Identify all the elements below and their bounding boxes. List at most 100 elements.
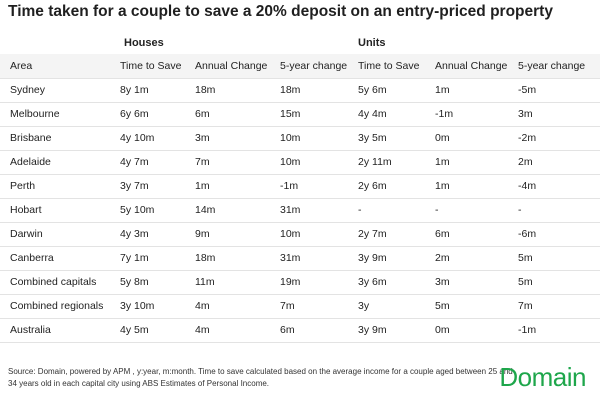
- source-note: Source: Domain, powered by APM , y:year,…: [8, 367, 513, 388]
- cell: 14m: [195, 204, 216, 216]
- cell: -: [358, 204, 362, 216]
- cell: 4m: [195, 324, 210, 336]
- cell: Melbourne: [10, 108, 60, 120]
- cell: Brisbane: [10, 132, 52, 144]
- table-row: Melbourne 6y 6m 6m 15m 4y 4m -1m 3m: [0, 102, 600, 127]
- cell: 5-year change: [518, 60, 586, 72]
- cell: 6m: [195, 108, 210, 120]
- cell: 6y 6m: [120, 108, 149, 120]
- cell: 2m: [518, 156, 533, 168]
- cell: 3m: [195, 132, 210, 144]
- cell: 3y 7m: [120, 180, 149, 192]
- cell: Canberra: [10, 252, 54, 264]
- cell: 0m: [435, 324, 450, 336]
- title: Time taken for a couple to save a 20% de…: [8, 3, 553, 20]
- cell: 18m: [195, 252, 216, 264]
- group-header: Houses: [124, 37, 164, 49]
- cell: 1m: [435, 84, 450, 96]
- cell: 1m: [435, 180, 450, 192]
- cell: Hobart: [10, 204, 42, 216]
- cell: 10m: [280, 132, 301, 144]
- cell: 6m: [435, 228, 450, 240]
- cell: 10m: [280, 228, 301, 240]
- cell: 2y 11m: [358, 156, 392, 168]
- cell: 0m: [435, 132, 450, 144]
- cell: Adelaide: [10, 156, 51, 168]
- cell: 5-year change: [280, 60, 348, 72]
- cell: Annual Change: [435, 60, 508, 72]
- cell: 4m: [195, 300, 210, 312]
- cell: 31m: [280, 252, 301, 264]
- table-row: Brisbane 4y 10m 3m 10m 3y 5m 0m -2m: [0, 126, 600, 151]
- cell: 5y 10m: [120, 204, 155, 216]
- table-row: Sydney 8y 1m 18m 18m 5y 6m 1m -5m: [0, 78, 600, 103]
- cell: 4y 3m: [120, 228, 149, 240]
- cell: 5y 8m: [120, 276, 149, 288]
- cell: 3y 5m: [358, 132, 387, 144]
- header-row: Area Time to Save Annual Change 5-year chan…: [0, 54, 600, 79]
- table-row: Adelaide 4y 7m 7m 10m 2y 11m 1m 2m: [0, 150, 600, 175]
- cell: 4y 7m: [120, 156, 149, 168]
- table-row: Hobart 5y 10m 14m 31m - - -: [0, 198, 600, 223]
- cell: 9m: [195, 228, 210, 240]
- cell: -1m: [518, 324, 537, 336]
- cell: -5m: [518, 84, 537, 96]
- cell: Australia: [10, 324, 51, 336]
- cell: 15m: [280, 108, 301, 120]
- cell: 4y 4m: [358, 108, 387, 120]
- cell: 2m: [435, 252, 450, 264]
- cell: 4y 10m: [120, 132, 155, 144]
- cell: Sydney: [10, 84, 46, 96]
- cell: 2y 7m: [358, 228, 387, 240]
- cell: 3y 6m: [358, 276, 387, 288]
- cell: 7m: [518, 300, 533, 312]
- cell: 7m: [195, 156, 210, 168]
- cell: 7y 1m: [120, 252, 149, 264]
- cell: 3y: [358, 300, 370, 312]
- cell: 3y 9m: [358, 252, 387, 264]
- cell: 5y 6m: [358, 84, 387, 96]
- cell: -6m: [518, 228, 537, 240]
- cell: 7m: [280, 300, 295, 312]
- group-header: Units: [358, 37, 386, 49]
- cell: -4m: [518, 180, 537, 192]
- cell: 3y 10m: [120, 300, 155, 312]
- cell: Time to Save: [358, 60, 420, 72]
- cell: 5m: [518, 252, 533, 264]
- table-row: Perth 3y 7m 1m -1m 2y 6m 1m -4m: [0, 174, 600, 199]
- table-row: Darwin 4y 3m 9m 10m 2y 7m 6m -6m: [0, 222, 600, 247]
- cell: Perth: [10, 180, 36, 192]
- cell: -1m: [280, 180, 299, 192]
- cell: 1m: [195, 180, 210, 192]
- cell: 5m: [518, 276, 533, 288]
- cell: 18m: [280, 84, 301, 96]
- cell: -: [435, 204, 439, 216]
- cell: Darwin: [10, 228, 43, 240]
- cell: 3y 9m: [358, 324, 387, 336]
- table-row: Canberra 7y 1m 18m 31m 3y 9m 2m 5m: [0, 246, 600, 271]
- cell: 11m: [195, 276, 215, 288]
- cell: 6m: [280, 324, 295, 336]
- cell: 1m: [435, 156, 450, 168]
- cell: 3m: [518, 108, 533, 120]
- cell: Time to Save: [120, 60, 182, 72]
- cell: 5m: [435, 300, 450, 312]
- cell: -2m: [518, 132, 537, 144]
- cell: 31m: [280, 204, 301, 216]
- logo: Domain: [499, 362, 586, 392]
- cell: 8y 1m: [120, 84, 149, 96]
- cell: Annual Change: [195, 60, 268, 72]
- cell: 2y 6m: [358, 180, 387, 192]
- cell: 10m: [280, 156, 301, 168]
- table-row: Combined regionals 3y 10m 4m 7m 3y 5m 7m: [0, 294, 600, 319]
- cell: 18m: [195, 84, 216, 96]
- cell: -1m: [435, 108, 454, 120]
- cell: 3m: [435, 276, 450, 288]
- table-row: Combined capitals 5y 8m 11m 19m 3y 6m 3m 5m: [0, 270, 600, 295]
- cell: 19m: [280, 276, 301, 288]
- cell: Area: [10, 60, 33, 72]
- cell: Combined regionals: [10, 300, 104, 312]
- table-row: Australia 4y 5m 4m 6m 3y 9m 0m -1m: [0, 318, 600, 343]
- cell: 4y 5m: [120, 324, 149, 336]
